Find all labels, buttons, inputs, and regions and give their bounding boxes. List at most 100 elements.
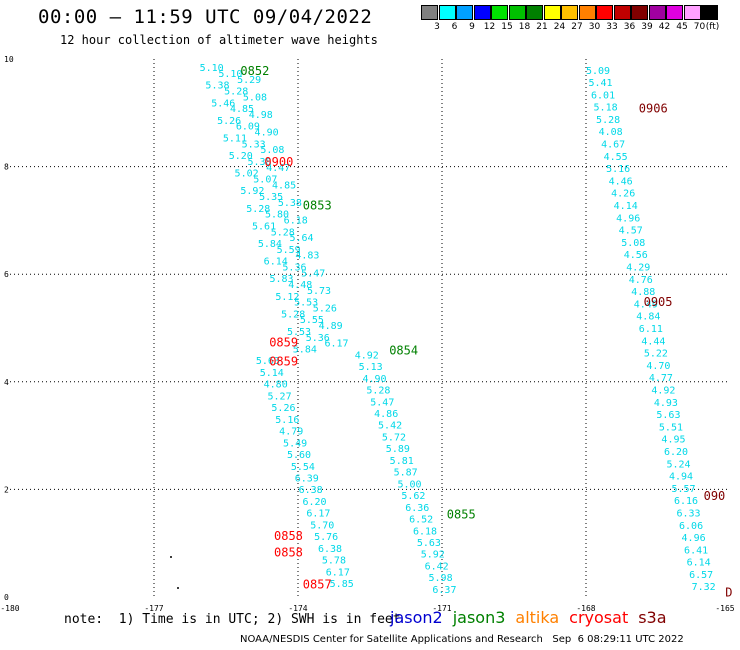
time-label: 0859: [269, 354, 298, 368]
wave-height-value: 4.84: [636, 312, 660, 323]
satellite-legend-item: cryosat: [569, 608, 629, 627]
wave-height-value: 5.07: [253, 174, 277, 185]
wave-height-value: 6.14: [687, 558, 711, 569]
wave-height-value: 5.36: [306, 333, 330, 344]
time-label: 0905: [644, 295, 673, 309]
wave-height-value: 5.73: [307, 286, 331, 297]
wave-height-value: 5.53: [294, 298, 318, 309]
time-label: 090: [704, 489, 726, 503]
time-label: 0855: [447, 508, 476, 522]
x-tick-label: -171: [432, 604, 451, 613]
legend-swatch: [561, 5, 578, 20]
wave-height-value: 5.10: [200, 63, 224, 74]
wave-height-value: 6.14: [264, 257, 288, 268]
wave-height-value: 4.98: [249, 110, 273, 121]
wave-height-value: 4.86: [374, 409, 398, 420]
time-label: 0853: [303, 198, 332, 212]
legend-label: 18: [518, 22, 531, 32]
y-tick-label: 4: [4, 378, 9, 387]
wave-height-value: 5.72: [382, 432, 406, 443]
time-label: 0857: [303, 578, 332, 592]
wave-height-value: 4.55: [604, 152, 628, 163]
wave-height-value: 5.98: [429, 573, 453, 584]
wave-height-value: 4.90: [255, 128, 279, 139]
legend-swatch: [438, 5, 456, 20]
wave-height-value: 5.22: [644, 349, 668, 360]
satellite-legend-item: s3a: [638, 608, 667, 627]
wave-height-value: 5.83: [269, 274, 293, 285]
wave-height-value: 5.24: [666, 459, 690, 470]
legend-swatch: [526, 5, 543, 20]
wave-height-value: 6.57: [689, 570, 713, 581]
wave-height-value: 5.10: [218, 69, 242, 80]
legend-swatch: [508, 5, 526, 20]
wave-height-value: 4.67: [601, 140, 625, 151]
wave-height-value: 5.26: [217, 116, 241, 127]
y-tick-label: 2: [4, 485, 9, 494]
wave-height-value: 5.16: [275, 415, 299, 426]
time-label: 0900: [264, 155, 293, 169]
x-tick-label: -174: [288, 604, 307, 613]
page-subtitle: 12 hour collection of altimeter wave hei…: [60, 33, 378, 47]
legend-swatch: [666, 5, 683, 20]
wave-height-value: 6.01: [591, 90, 615, 101]
wave-height-value: 5.84: [258, 239, 282, 250]
legend-label: 36: [623, 22, 636, 32]
satellite-legend-item: altika: [515, 608, 560, 627]
wave-height-value: 5.64: [290, 233, 314, 244]
wave-height-value: 5.18: [594, 103, 618, 114]
data-dot: [177, 587, 179, 589]
wave-height-value: 4.88: [631, 287, 655, 298]
credit-line: NOAA/NESDIS Center for Satellite Applica…: [240, 634, 684, 645]
wave-height-value: 4.96: [682, 533, 706, 544]
wave-height-value: 5.33: [242, 139, 266, 150]
wave-height-value: 5.84: [293, 345, 317, 356]
wave-height-value: 5.49: [283, 438, 307, 449]
legend-swatch: [613, 5, 631, 20]
wave-height-value: 5.61: [252, 221, 276, 232]
wave-height-value: 4.79: [279, 427, 303, 438]
wave-height-value: 5.08: [621, 238, 645, 249]
wave-height-value: 5.46: [211, 98, 235, 109]
wave-height-value: 6.38: [318, 544, 342, 555]
time-label: 0854: [389, 344, 418, 358]
page-title: 00:00 – 11:59 UTC 09/04/2022: [38, 6, 373, 28]
wave-height-value: 4.77: [649, 373, 673, 384]
wave-height-value: 6.17: [324, 339, 348, 350]
legend-swatch: [421, 5, 438, 20]
wave-height-value: 4.83: [295, 251, 319, 262]
wave-height-value: 6.39: [295, 474, 319, 485]
wave-height-value: 4.08: [599, 127, 623, 138]
y-tick-label: 10: [4, 55, 14, 64]
legend-swatch: [683, 5, 701, 20]
wave-height-value: 4.89: [319, 321, 343, 332]
wave-height-value: 4.49: [634, 299, 658, 310]
wave-height-value: 5.26: [313, 303, 337, 314]
wave-height-value: 4.93: [654, 398, 678, 409]
wave-height-value: 5.62: [401, 491, 425, 502]
wave-height-value: 5.51: [659, 422, 683, 433]
y-tick-label: 0: [4, 593, 9, 602]
wave-height-value: 5.29: [237, 75, 261, 86]
wave-height-value: 5.28: [281, 309, 305, 320]
legend-swatch: [701, 5, 718, 20]
wave-height-value: 4.95: [661, 435, 685, 446]
legend-label: 12: [483, 22, 496, 32]
wave-height-value: 5.08: [243, 92, 267, 103]
wave-height-value: 5.08: [260, 145, 284, 156]
wave-height-value: 4.92: [355, 350, 379, 361]
wave-height-value: 4.26: [611, 189, 635, 200]
legend-swatch: [596, 5, 613, 20]
wave-height-value: 5.35: [259, 192, 283, 203]
time-label: 0852: [240, 64, 269, 78]
legend-label: 33: [606, 22, 618, 32]
wave-height-value: 5.76: [314, 532, 338, 543]
wave-height-value: 5.09: [586, 66, 610, 77]
wave-height-value: 5.28: [596, 115, 620, 126]
wave-height-value: 4.70: [646, 361, 670, 372]
x-tick-label: -168: [576, 604, 595, 613]
data-dot: [170, 556, 172, 558]
wave-height-value: 6.36: [405, 503, 429, 514]
wave-height-value: 4.47: [266, 163, 290, 174]
legend-swatch: [491, 5, 508, 20]
